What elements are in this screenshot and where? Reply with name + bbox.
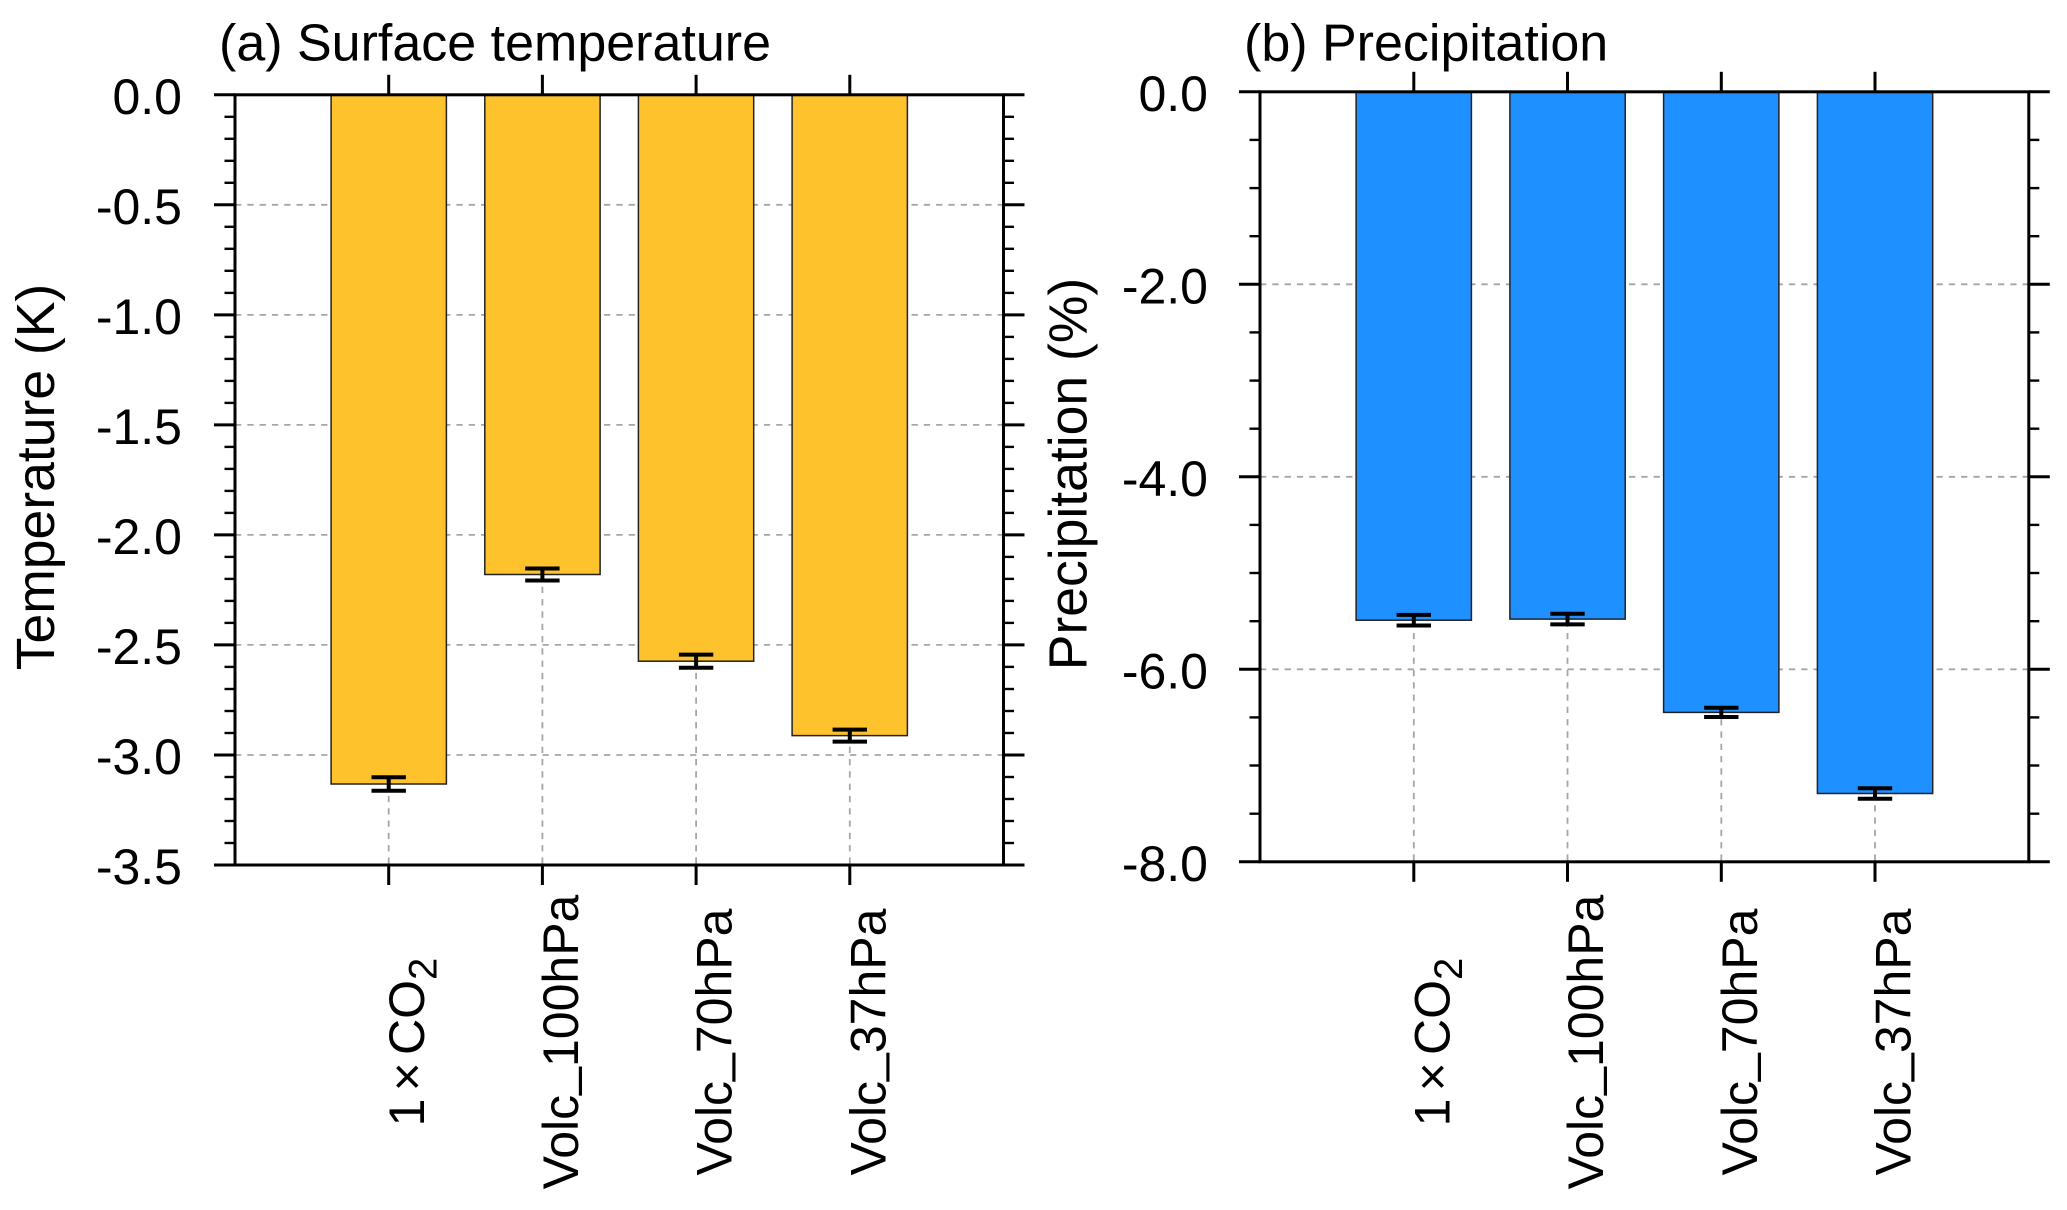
svg-text:-3.0: -3.0: [96, 729, 182, 785]
svg-text:1 × CO2: 1 × CO2: [1404, 958, 1471, 1127]
svg-text:-6.0: -6.0: [1122, 644, 1208, 700]
svg-text:Precipitation (%): Precipitation (%): [1040, 278, 1099, 670]
svg-text:Volc_70hPa: Volc_70hPa: [681, 908, 743, 1175]
svg-text:-8.0: -8.0: [1122, 836, 1208, 892]
svg-text:-0.5: -0.5: [96, 179, 182, 235]
svg-text:1 × CO2: 1 × CO2: [379, 958, 446, 1127]
svg-text:-4.0: -4.0: [1122, 451, 1208, 507]
svg-text:-1.0: -1.0: [96, 289, 182, 345]
svg-text:Volc_37hPa: Volc_37hPa: [834, 908, 896, 1175]
svg-text:-2.5: -2.5: [96, 619, 182, 675]
svg-text:(a) Surface temperature: (a) Surface temperature: [219, 15, 771, 73]
svg-text:0.0: 0.0: [1138, 66, 1208, 122]
svg-text:(b) Precipitation: (b) Precipitation: [1244, 15, 1608, 73]
svg-text:Volc_100hPa: Volc_100hPa: [1552, 894, 1614, 1189]
svg-text:-2.0: -2.0: [1122, 259, 1208, 315]
svg-text:Volc_70hPa: Volc_70hPa: [1706, 908, 1768, 1175]
svg-text:Temperature (K): Temperature (K): [7, 284, 66, 671]
svg-text:Volc_37hPa: Volc_37hPa: [1860, 908, 1922, 1175]
svg-text:Volc_100hPa: Volc_100hPa: [527, 894, 589, 1189]
svg-text:-1.5: -1.5: [96, 399, 182, 455]
svg-text:0.0: 0.0: [112, 69, 182, 125]
svg-text:-3.5: -3.5: [96, 839, 182, 895]
svg-text:-2.0: -2.0: [96, 509, 182, 565]
